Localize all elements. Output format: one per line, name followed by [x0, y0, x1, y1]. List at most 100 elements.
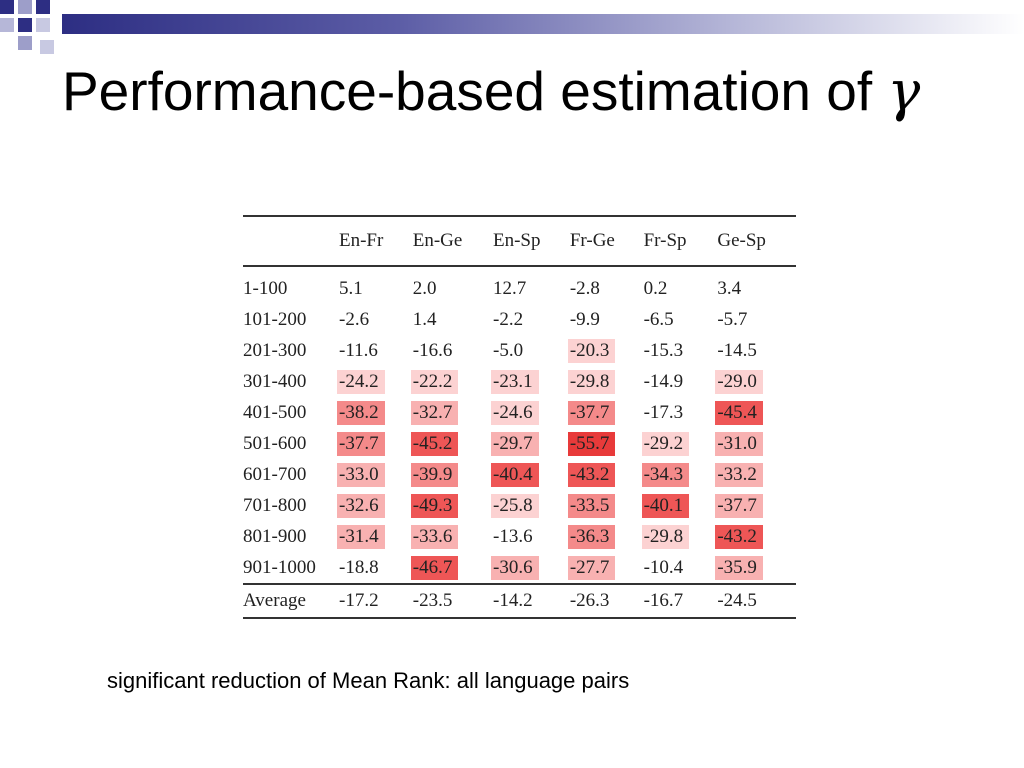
table-cell: -10.4: [644, 552, 718, 583]
cell-value: -39.9: [410, 462, 459, 487]
cell-value: -2.6: [339, 308, 370, 330]
cell-value: 5.1: [339, 277, 363, 299]
table-row: 701-800 -32.6 -49.3 -25.8 -33.5 -40.1 -37.7: [243, 490, 796, 521]
column-header: Fr-Sp: [643, 215, 718, 267]
table-cell: -6.5: [644, 304, 718, 335]
table-cell: 2.0: [413, 267, 493, 304]
table-cell: -2.2: [493, 304, 570, 335]
cell-value: 2.0: [412, 277, 437, 299]
table-cell: -33.6: [410, 521, 493, 552]
table-body: 1-100 5.1 2.0 12.7 -2.8 0.2 3.4 101-200 -2.6 1.4 -…: [243, 267, 796, 619]
table-row: 301-400 -24.2 -22.2 -23.1 -29.8 -14.9 -29.0: [243, 366, 796, 397]
table-cell: -15.3: [644, 335, 718, 366]
table-cell: -2.6: [339, 304, 413, 335]
cell-value: -35.9: [715, 555, 763, 580]
cell-value: -24.2: [337, 369, 385, 394]
header-row: En-Fr En-Ge En-Sp Fr-Ge Fr-Sp Ge-Sp: [243, 215, 796, 267]
table-cell: -46.7: [410, 552, 493, 583]
table-cell: -17.3: [644, 397, 718, 428]
table-cell: -29.8: [567, 366, 644, 397]
title-text: Performance-based estimation of: [62, 60, 888, 122]
row-label: 401-500: [243, 401, 307, 423]
table-cell: -33.5: [567, 490, 644, 521]
table-cell: -16.7: [643, 583, 718, 619]
cell-value: -25.8: [491, 493, 539, 518]
table-cell: -24.2: [337, 366, 413, 397]
table-cell: -5.7: [717, 304, 796, 335]
cell-value: -37.7: [567, 400, 616, 425]
table-cell: -31.0: [715, 428, 796, 459]
cell-value: -32.7: [410, 400, 459, 425]
results-table: En-Fr En-Ge En-Sp Fr-Ge Fr-Sp Ge-Sp 1-100 5.1 2…: [243, 215, 796, 619]
table-cell: -9.9: [570, 304, 644, 335]
table-cell: -24.5: [717, 583, 796, 619]
table-cell: -25.8: [491, 490, 570, 521]
corner-decoration: [0, 0, 80, 56]
cell-value: -24.5: [717, 590, 757, 611]
column-header: En-Sp: [493, 215, 570, 267]
cell-value: -43.2: [715, 524, 763, 549]
table-cell: -33.2: [715, 459, 796, 490]
cell-value: -13.6: [493, 525, 533, 547]
cell-value: -29.2: [641, 431, 690, 456]
cell-value: 3.4: [717, 277, 742, 299]
cell-value: -11.6: [339, 339, 378, 361]
row-label: 701-800: [243, 494, 307, 516]
table-header: En-Fr En-Ge En-Sp Fr-Ge Fr-Sp Ge-Sp: [243, 215, 796, 267]
cell-value: -43.2: [567, 462, 616, 487]
table-row: 901-1000 -18.8 -46.7 -30.6 -27.7 -10.4 -35.9: [243, 552, 796, 583]
column-header: Fr-Ge: [569, 215, 644, 267]
cell-value: -40.1: [641, 493, 690, 518]
table-cell: -5.0: [493, 335, 570, 366]
table-cell: -18.8: [339, 552, 413, 583]
table-row: 101-200 -2.6 1.4 -2.2 -9.9 -6.5 -5.7: [243, 304, 796, 335]
cell-value: -17.2: [339, 590, 379, 611]
cell-value: -45.2: [410, 431, 459, 456]
cell-value: -36.3: [567, 524, 616, 549]
cell-value: -14.2: [493, 590, 533, 611]
cell-value: -16.7: [643, 590, 684, 611]
row-label: 801-900: [243, 525, 307, 547]
cell-value: -37.7: [337, 431, 385, 456]
cell-value: -24.6: [491, 400, 539, 425]
table-cell: -49.3: [410, 490, 493, 521]
table-cell: -33.0: [337, 459, 413, 490]
cell-value: -31.0: [715, 431, 763, 456]
cell-value: -37.7: [715, 493, 763, 518]
table-cell: 12.7: [493, 267, 570, 304]
cell-value: -27.7: [567, 555, 616, 580]
cell-value: -22.2: [410, 369, 459, 394]
table-cell: -2.8: [570, 267, 644, 304]
table-cell: 5.1: [339, 267, 413, 304]
cell-value: 12.7: [493, 277, 527, 299]
cell-value: -6.5: [643, 308, 674, 330]
cell-value: -46.7: [410, 555, 459, 580]
table-cell: -29.7: [491, 428, 570, 459]
table-row: 201-300 -11.6 -16.6 -5.0 -20.3 -15.3 -14.5: [243, 335, 796, 366]
table-cell: -27.7: [567, 552, 644, 583]
table-cell: 1.4: [413, 304, 493, 335]
row-label: 601-700: [243, 463, 307, 485]
row-label: 301-400: [243, 370, 307, 392]
cell-value: -45.4: [715, 400, 763, 425]
table-cell: -37.7: [567, 397, 644, 428]
cell-value: -38.2: [337, 400, 385, 425]
cell-value: -2.2: [493, 308, 524, 330]
cell-value: -29.8: [567, 369, 616, 394]
table-cell: 3.4: [717, 267, 796, 304]
table-cell: -35.9: [715, 552, 796, 583]
table-cell: -16.6: [413, 335, 493, 366]
table-cell: -30.6: [491, 552, 570, 583]
row-label: 1-100: [243, 277, 288, 299]
cell-value: -9.9: [569, 308, 600, 330]
cell-value: -10.4: [643, 556, 684, 578]
cell-value: -32.6: [337, 493, 385, 518]
table-cell: -38.2: [337, 397, 413, 428]
cell-value: -55.7: [567, 431, 616, 456]
table-cell: -14.9: [644, 366, 718, 397]
cell-value: -30.6: [491, 555, 539, 580]
cell-value: -14.5: [717, 339, 757, 361]
slide-title: Performance-based estimation of γ: [62, 58, 962, 124]
table-cell: -36.3: [567, 521, 644, 552]
table-cell: -43.2: [567, 459, 644, 490]
